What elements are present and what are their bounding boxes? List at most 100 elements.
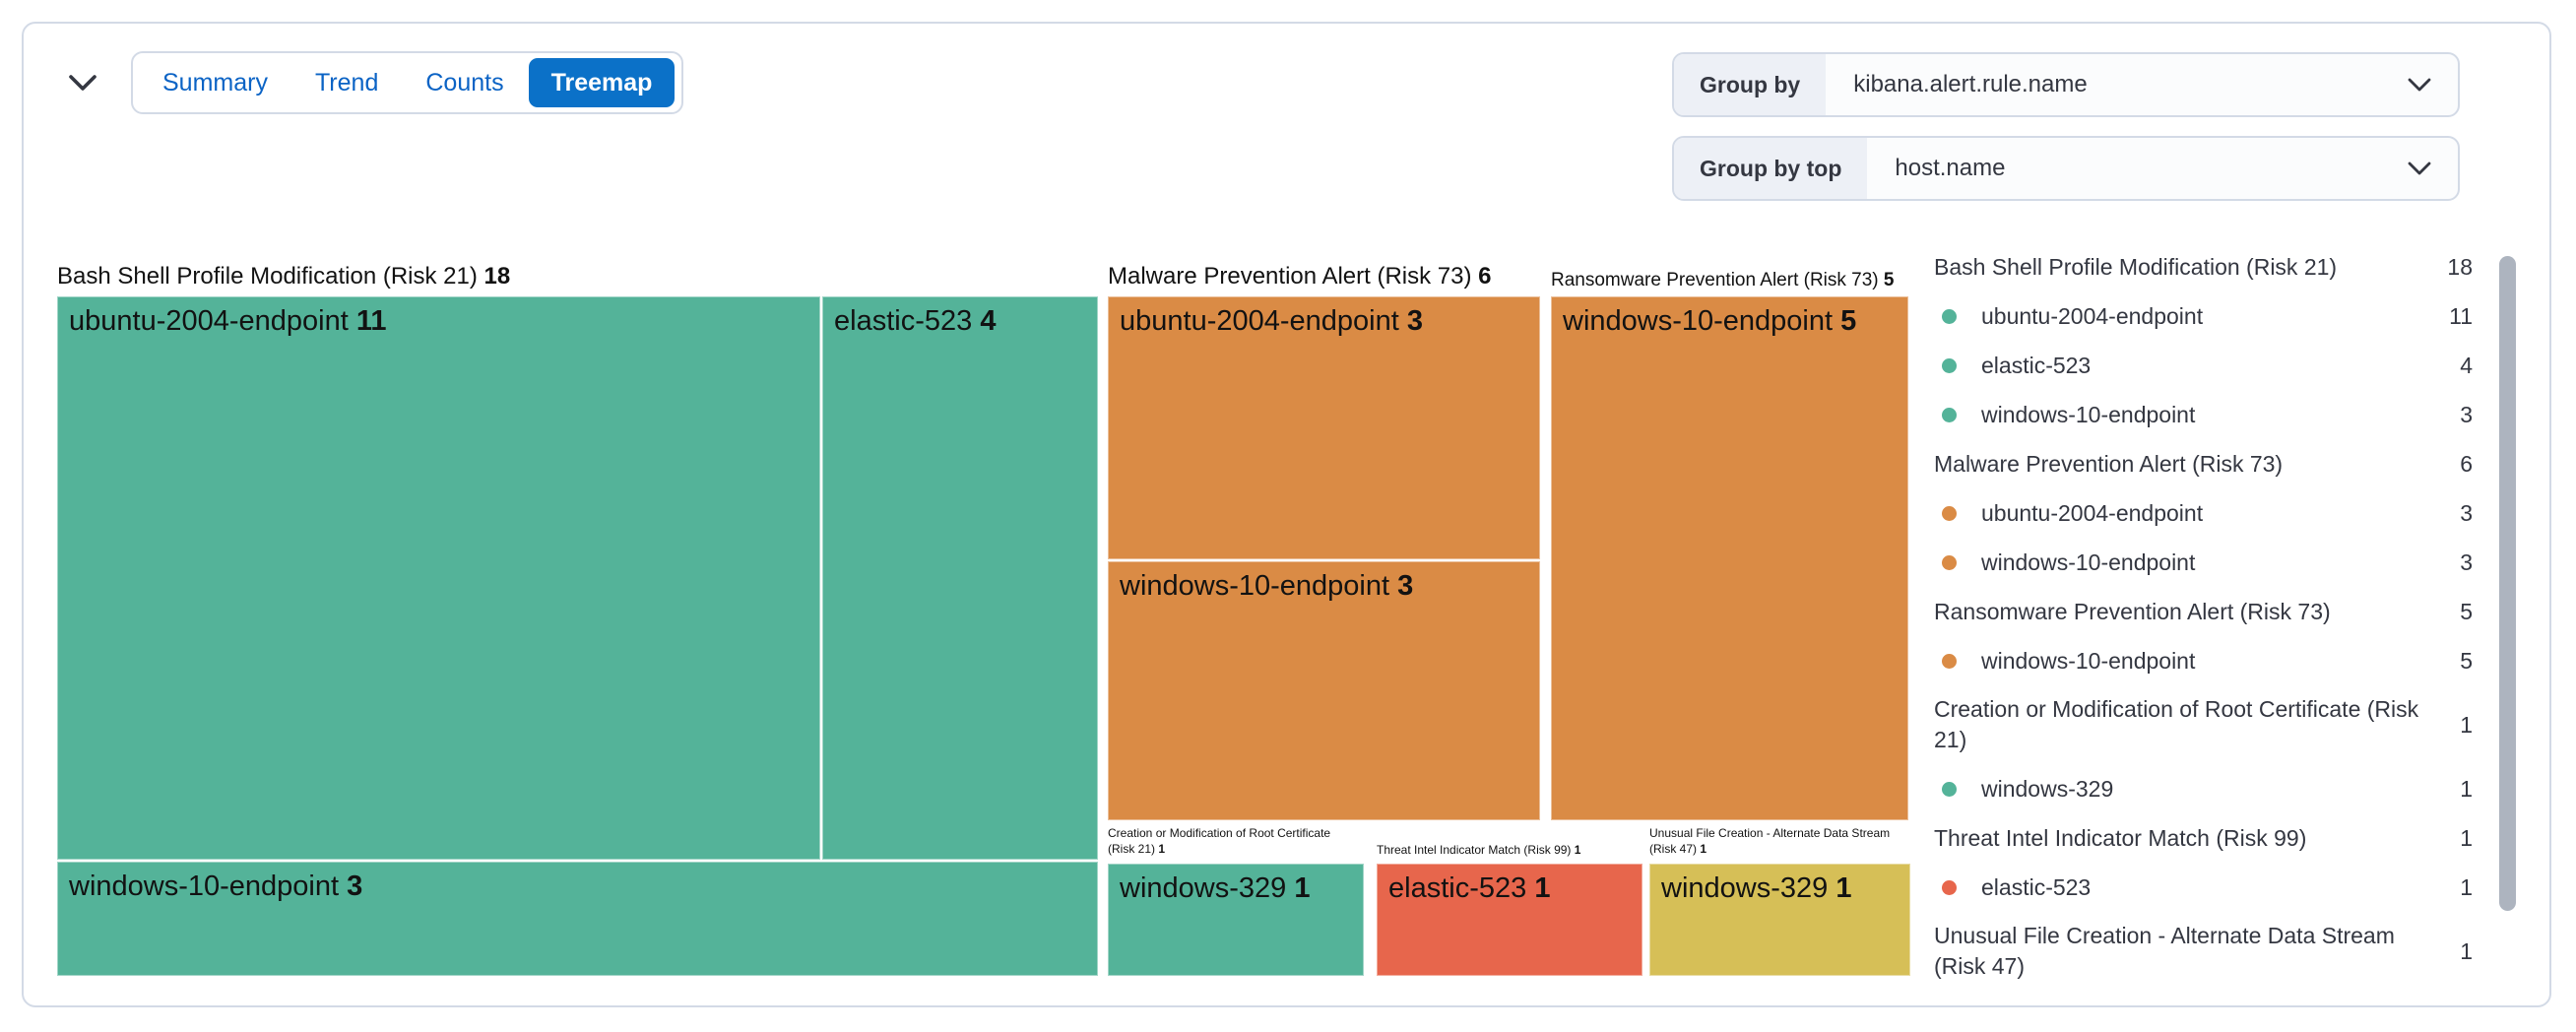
legend-dot-icon: [1942, 781, 1957, 797]
legend-count: 1: [2460, 711, 2473, 738]
legend-count: 3: [2460, 548, 2473, 575]
legend-label: elastic-523: [1981, 873, 2092, 900]
treemap-cell[interactable]: elastic-523 4: [821, 295, 1099, 861]
legend-label: windows-10-endpoint: [1981, 548, 2196, 575]
treemap-cell[interactable]: ubuntu-2004-endpoint 3: [1107, 295, 1541, 560]
section-count: 6: [1478, 263, 1492, 290]
cell-count: 11: [355, 305, 387, 337]
treemap-section-label: Unusual File Creation - Alternate Data S…: [1649, 826, 1910, 858]
treemap-section-label: Ransomware Prevention Alert (Risk 73) 5: [1551, 270, 1895, 292]
section-name: Bash Shell Profile Modification (Risk 21…: [57, 263, 478, 290]
treemap-cell[interactable]: windows-329 1: [1107, 863, 1365, 977]
legend-item[interactable]: ubuntu-2004-endpoint 11: [1934, 291, 2473, 341]
group-by-prepend-label: Group by: [1674, 54, 1827, 115]
chevron-down-icon: [2408, 78, 2431, 92]
cell-count: 1: [1294, 872, 1311, 904]
legend-section-row[interactable]: Malware Prevention Alert (Risk 73) 6: [1934, 439, 2473, 488]
tab-trend[interactable]: Trend: [314, 68, 379, 97]
legend-count: 1: [2460, 873, 2473, 900]
collapse-section-button[interactable]: [57, 59, 108, 106]
legend-item[interactable]: windows-10-endpoint 5: [1934, 636, 2473, 685]
treemap-cell[interactable]: windows-10-endpoint 3: [56, 861, 1099, 977]
cell-label: windows-329: [1120, 872, 1287, 904]
legend-label: ubuntu-2004-endpoint: [1981, 499, 2204, 526]
legend-section-row[interactable]: Creation or Modification of Root Certifi…: [1934, 685, 2473, 764]
legend-item[interactable]: windows-10-endpoint 3: [1934, 538, 2473, 587]
group-by-top-caret: [2407, 138, 2458, 199]
group-by-select[interactable]: Group by kibana.alert.rule.name: [1672, 52, 2460, 117]
treemap-cell[interactable]: windows-329 1: [1648, 863, 1911, 977]
section-name: Ransomware Prevention Alert (Risk 73): [1551, 270, 1879, 290]
tab-counts[interactable]: Counts: [425, 68, 504, 97]
cell-count: 4: [980, 305, 997, 337]
legend-section-row[interactable]: Unusual File Creation - Alternate Data S…: [1934, 912, 2473, 991]
cell-label: windows-10-endpoint: [69, 871, 340, 902]
legend-dot-icon: [1942, 357, 1957, 373]
group-by-top-prepend-label: Group by top: [1674, 138, 1868, 199]
legend-count: 18: [2447, 253, 2473, 280]
treemap-cell[interactable]: windows-10-endpoint 3: [1107, 560, 1541, 821]
section-count: 1: [1700, 841, 1707, 856]
legend-scrollbar-thumb[interactable]: [2499, 256, 2516, 911]
legend-dot-icon: [1942, 554, 1957, 570]
legend-count: 5: [2460, 647, 2473, 674]
legend-count: 11: [2449, 302, 2473, 329]
treemap-cell[interactable]: elastic-523 1: [1376, 863, 1643, 977]
legend-dot-icon: [1942, 308, 1957, 324]
legend-count: 1: [2460, 775, 2473, 802]
legend-dot-icon: [1942, 407, 1957, 422]
group-by-value: kibana.alert.rule.name: [1853, 71, 2088, 97]
legend-label: Creation or Modification of Root Certifi…: [1934, 696, 2419, 752]
section-count: 1: [1158, 841, 1166, 856]
chevron-down-icon: [2408, 161, 2431, 175]
legend-item[interactable]: windows-10-endpoint 3: [1934, 390, 2473, 439]
cell-count: 3: [347, 871, 363, 902]
cell-count: 1: [1534, 872, 1551, 904]
section-name: Unusual File Creation - Alternate Data S…: [1649, 826, 1891, 856]
group-by-top-select[interactable]: Group by top host.name: [1672, 136, 2460, 201]
legend-label: windows-10-endpoint: [1981, 401, 2196, 427]
legend-label: windows-329: [1981, 775, 2114, 802]
legend-label: elastic-523: [1981, 352, 2092, 378]
legend-label: Threat Intel Indicator Match (Risk 99): [1934, 824, 2307, 851]
legend-item[interactable]: windows-329 1: [1934, 764, 2473, 813]
treemap-section-label: Bash Shell Profile Modification (Risk 21…: [57, 263, 510, 291]
legend-section-row[interactable]: Bash Shell Profile Modification (Risk 21…: [1934, 242, 2473, 291]
legend-dot-icon: [1942, 653, 1957, 669]
cell-label: windows-10-endpoint: [1563, 305, 1834, 337]
treemap-cell[interactable]: windows-10-endpoint 5: [1550, 295, 1909, 821]
legend-count: 6: [2460, 450, 2473, 477]
legend-count: 1: [2460, 937, 2473, 964]
cell-label: ubuntu-2004-endpoint: [69, 305, 349, 337]
cell-count: 1: [1835, 872, 1852, 904]
legend-item[interactable]: ubuntu-2004-endpoint 3: [1934, 488, 2473, 538]
legend-label: Ransomware Prevention Alert (Risk 73): [1934, 598, 2331, 624]
treemap-section-label: Creation or Modification of Root Certifi…: [1108, 826, 1359, 858]
legend-section-row[interactable]: Ransomware Prevention Alert (Risk 73) 5: [1934, 587, 2473, 636]
treemap-section-label: Malware Prevention Alert (Risk 73) 6: [1108, 263, 1492, 291]
treemap-cell[interactable]: ubuntu-2004-endpoint 11: [56, 295, 821, 861]
legend-item[interactable]: elastic-523 4: [1934, 341, 2473, 390]
legend-dot-icon: [1942, 879, 1957, 895]
legend-count: 5: [2460, 598, 2473, 624]
legend-item[interactable]: elastic-523 1: [1934, 863, 2473, 912]
section-count: 5: [1883, 270, 1895, 290]
legend-section-row[interactable]: Threat Intel Indicator Match (Risk 99) 1: [1934, 813, 2473, 863]
legend-count: 3: [2460, 401, 2473, 427]
tab-summary[interactable]: Summary: [162, 68, 268, 97]
chevron-down-icon: [69, 75, 97, 91]
view-tab-group: Summary Trend Counts Treemap: [131, 51, 684, 114]
cell-label: elastic-523: [834, 305, 973, 337]
legend-label: ubuntu-2004-endpoint: [1981, 302, 2204, 329]
legend-label: Unusual File Creation - Alternate Data S…: [1934, 923, 2395, 979]
treemap-section-label: Threat Intel Indicator Match (Risk 99) 1: [1377, 843, 1642, 859]
tab-treemap[interactable]: Treemap: [528, 58, 676, 107]
cell-label: ubuntu-2004-endpoint: [1120, 305, 1399, 337]
legend-label: Bash Shell Profile Modification (Risk 21…: [1934, 253, 2338, 280]
group-by-top-value: host.name: [1895, 155, 2006, 181]
treemap-legend: Bash Shell Profile Modification (Risk 21…: [1934, 242, 2473, 991]
cell-count: 3: [1406, 305, 1424, 337]
group-by-caret: [2407, 54, 2458, 115]
legend-count: 4: [2460, 352, 2473, 378]
